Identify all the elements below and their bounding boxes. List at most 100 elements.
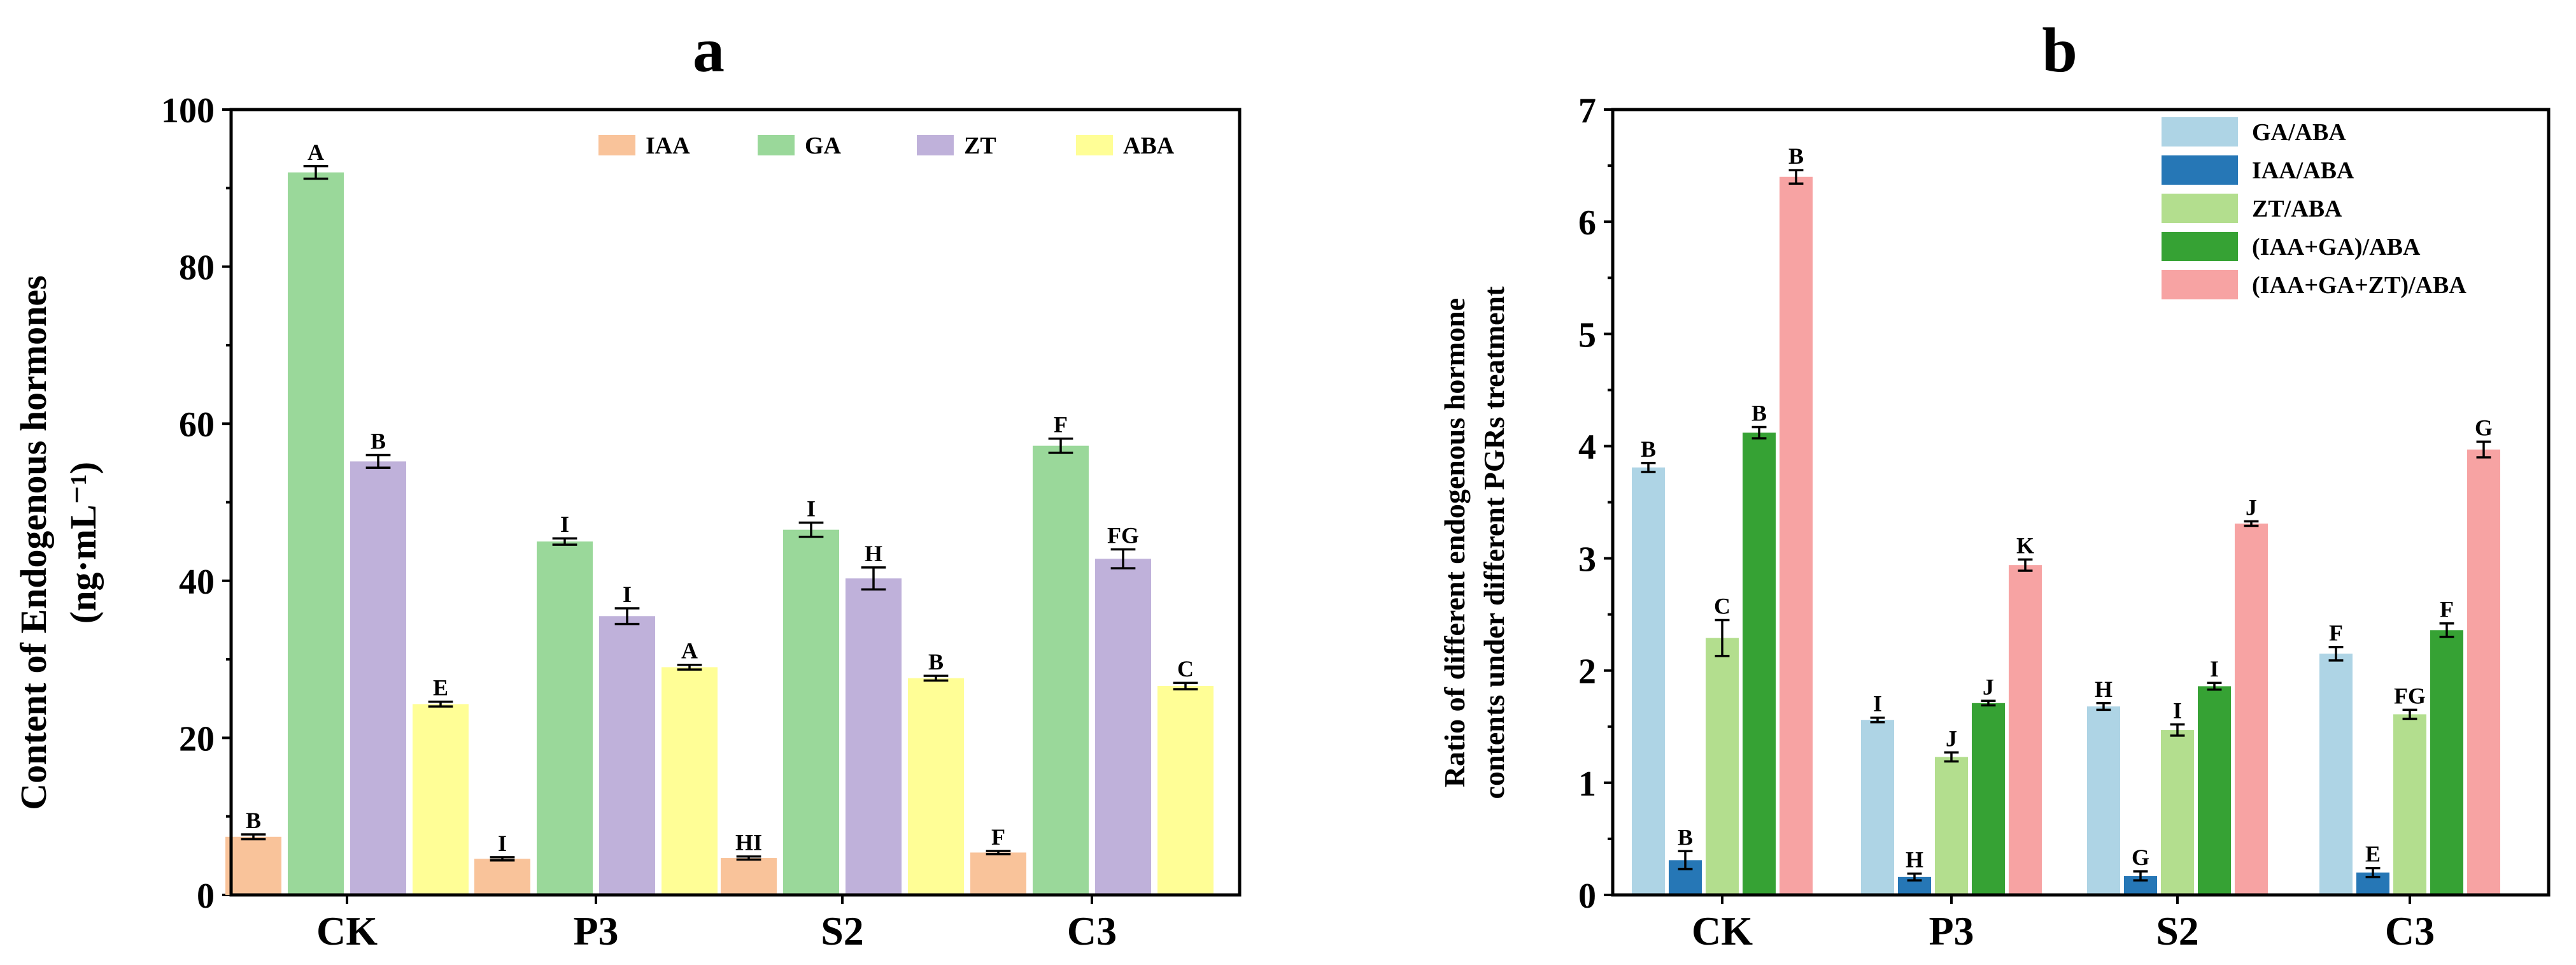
legend-swatch — [598, 135, 635, 155]
x-category-label: C3 — [2385, 908, 2435, 954]
significance-label: G — [2475, 415, 2493, 440]
y-tick-label: 3 — [1578, 540, 1596, 580]
bar — [2009, 565, 2042, 895]
x-category-label: P3 — [573, 908, 618, 954]
error-bar — [1678, 850, 1693, 871]
significance-label: F — [991, 824, 1005, 850]
x-category-label: S2 — [821, 908, 864, 954]
x-category-label: S2 — [2156, 908, 2199, 954]
bar — [1095, 559, 1151, 895]
significance-label: A — [681, 638, 698, 664]
y-tick-label: 40 — [179, 562, 215, 602]
legend-label: ZT/ABA — [2252, 196, 2342, 222]
bar — [413, 704, 469, 895]
legend-swatch — [2162, 232, 2238, 261]
bar — [721, 858, 777, 895]
error-bar — [1788, 169, 1804, 185]
error-bar — [736, 855, 761, 861]
error-bar — [1944, 751, 1959, 763]
significance-label: C — [1177, 656, 1194, 682]
bar — [2235, 523, 2268, 895]
significance-label: C — [1714, 593, 1730, 618]
significance-label: J — [1946, 726, 1957, 751]
significance-label: I — [623, 582, 632, 607]
significance-label: A — [308, 139, 324, 165]
bar — [1743, 432, 1776, 895]
bar — [350, 461, 406, 895]
error-bar — [2476, 440, 2491, 459]
error-bar — [428, 700, 453, 708]
legend-swatch — [758, 135, 795, 155]
significance-label: FG — [2394, 683, 2426, 708]
error-bar — [1110, 548, 1136, 569]
error-bar — [2244, 520, 2259, 527]
significance-label: G — [2132, 845, 2149, 870]
legend-swatch — [2162, 194, 2238, 223]
error-bar — [1981, 699, 1996, 707]
significance-label: B — [1788, 143, 1804, 169]
y-tick-label: 4 — [1578, 427, 1596, 467]
significance-label: I — [498, 831, 507, 856]
legend-label: (IAA+GA+ZT)/ABA — [2252, 272, 2466, 299]
panel-a-bars: B I HI F A I I F B I H FG E A B C — [225, 139, 1214, 895]
panel-a-frame — [229, 108, 1242, 897]
error-bar — [365, 454, 391, 469]
legend-swatch — [2162, 270, 2238, 299]
bar — [783, 529, 839, 895]
significance-label: B — [371, 429, 386, 454]
legend-label: IAA/ABA — [2252, 157, 2354, 184]
error-bar — [2365, 866, 2381, 878]
y-tick-label: 2 — [1578, 652, 1596, 692]
significance-label: J — [1983, 674, 1994, 699]
error-bar — [861, 566, 886, 591]
panel-b-title: b — [2042, 15, 2077, 85]
x-category-label: C3 — [1067, 908, 1117, 954]
error-bar — [798, 521, 824, 538]
error-bar — [2018, 558, 2033, 572]
panel-b-legend: GA/ABA IAA/ABA ZT/ABA (IAA+GA)/ABA (IAA+GA+Z… — [2162, 117, 2466, 299]
error-bar — [614, 607, 640, 625]
significance-label: J — [2246, 494, 2257, 520]
error-bar — [1870, 716, 1885, 724]
panel-a-title: a — [693, 15, 725, 85]
significance-label: FG — [1107, 522, 1139, 548]
significance-label: I — [2210, 656, 2219, 682]
panel-a-legend: IAA GA ZT ABA — [598, 132, 1175, 159]
significance-label: I — [1873, 691, 1882, 717]
error-bar — [923, 675, 949, 682]
legend-label: ABA — [1123, 132, 1175, 159]
y-tick-label: 20 — [179, 719, 215, 759]
error-bar — [241, 833, 266, 841]
significance-label: H — [1906, 847, 1923, 873]
significance-label: K — [2016, 533, 2034, 558]
error-bar — [677, 663, 702, 671]
bar — [2467, 449, 2500, 895]
legend-swatch — [1076, 135, 1113, 155]
error-bar — [2328, 645, 2344, 662]
x-category-label: P3 — [1928, 908, 1974, 954]
bar — [1935, 757, 1968, 895]
y-tick-label: 100 — [161, 91, 215, 131]
error-bar — [1641, 462, 1656, 473]
panel-b-bars: B I H F B H G E C J I FG B J I F B K J G — [1632, 143, 2500, 896]
error-bar — [1715, 618, 1730, 657]
significance-label: HI — [735, 830, 762, 855]
panel-b-ylabel-line1: Ratio of different endogenous hormone — [1438, 298, 1471, 787]
significance-label: I — [807, 496, 816, 522]
error-bar — [2133, 870, 2148, 882]
legend-swatch — [2162, 155, 2238, 185]
y-tick-label: 60 — [179, 405, 215, 445]
error-bar — [2439, 622, 2454, 638]
significance-label: I — [2173, 697, 2182, 723]
error-bar — [2402, 708, 2417, 720]
bar — [970, 852, 1026, 895]
bar — [1972, 703, 2005, 895]
significance-label: B — [1752, 400, 1767, 425]
error-bar — [1173, 682, 1198, 690]
bar — [599, 616, 655, 895]
error-bar — [2096, 702, 2111, 711]
error-bar — [2207, 682, 2222, 691]
y-tick-label: 7 — [1578, 91, 1596, 131]
